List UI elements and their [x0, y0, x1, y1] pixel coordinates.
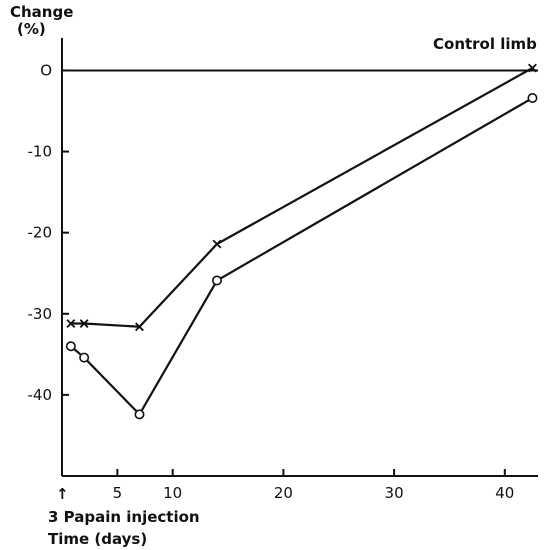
data-point-cross: [79, 319, 89, 328]
data-point-cross: [212, 239, 222, 249]
x-tick-label: 10: [163, 484, 182, 502]
data-point-circle: [134, 409, 145, 420]
y-axis-label-line2: (%): [17, 20, 46, 38]
y-axis-label-line1: Change: [10, 3, 73, 21]
y-tick-label: -20: [28, 224, 53, 242]
x-tick-label: 30: [385, 484, 404, 502]
data-point-cross: [66, 319, 76, 328]
x-tick-label: 40: [495, 484, 514, 502]
data-point-circle: [65, 341, 76, 352]
x-ticks: 5 10 20 30 40: [113, 469, 514, 502]
data-point-cross: [528, 63, 537, 73]
y-tick-label: O: [40, 61, 52, 79]
data-point-circle: [211, 275, 222, 286]
data-point-circle: [79, 352, 90, 363]
series-line-o: [70, 97, 534, 417]
y-ticks: O -10 -20 -30 -40: [28, 61, 69, 404]
x-axis-label: Time (days): [48, 530, 147, 548]
y-tick-label: -40: [28, 386, 53, 404]
y-tick-label: -30: [28, 305, 53, 323]
control-limb-label: Control limb: [433, 35, 537, 53]
series-line-x: [70, 67, 534, 328]
injection-arrow: ↑: [56, 485, 69, 503]
data-point-cross: [135, 322, 144, 332]
x-tick-label: 5: [113, 484, 123, 502]
y-axis-title: Change (%): [10, 3, 73, 38]
data-point-circle: [527, 93, 538, 104]
injection-label: 3 Papain injection: [48, 508, 200, 526]
series-layer: [65, 63, 538, 420]
x-tick-label: 20: [274, 484, 293, 502]
y-tick-label: -10: [28, 143, 53, 161]
